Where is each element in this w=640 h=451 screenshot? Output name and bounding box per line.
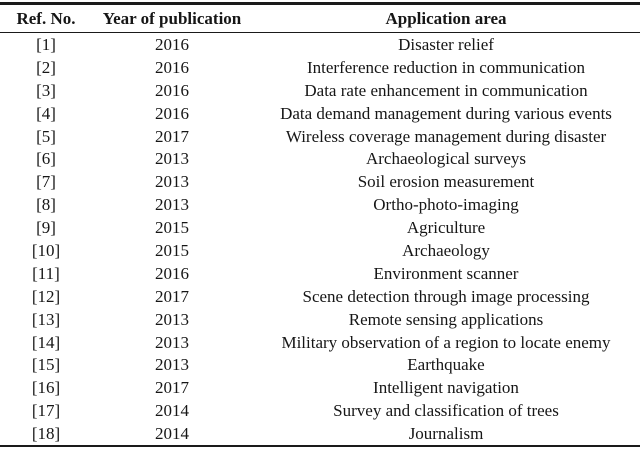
ref-no-cell: [18]: [31, 424, 61, 444]
col-header-year: Year of publication: [92, 3, 252, 33]
year-cell: 2013: [155, 149, 189, 169]
table-row: [6] 2013 Archaeological surveys: [0, 147, 640, 170]
table-row: [17] 2014 Survey and classification of t…: [0, 399, 640, 422]
ref-no-cell: [4]: [36, 103, 56, 123]
application-cell: Scene detection through image processing: [302, 286, 590, 306]
header-row: Ref. No. Year of publication Application…: [0, 3, 640, 33]
application-cell: Agriculture: [406, 218, 486, 238]
ref-no-cell: [6]: [36, 149, 56, 169]
year-cell: 2014: [155, 424, 189, 444]
application-cell: Data rate enhancement in communication: [304, 80, 588, 100]
year-cell: 2016: [155, 263, 189, 283]
ref-no-cell: [2]: [36, 57, 56, 77]
year-cell: 2013: [155, 355, 189, 375]
application-cell: Interference reduction in communication: [306, 57, 586, 77]
application-cell: Data demand management during various ev…: [280, 103, 612, 123]
year-cell: 2013: [155, 309, 189, 329]
table-body: [1] 2016 Disaster relief [2] 2016 Interf…: [0, 33, 640, 447]
ref-no-cell: [10]: [31, 240, 61, 260]
year-cell: 2013: [155, 172, 189, 192]
ref-no-cell: [17]: [31, 401, 61, 421]
table-row: [18] 2014 Journalism: [0, 422, 640, 446]
application-cell: Military observation of a region to loca…: [281, 332, 611, 352]
table-row: [10] 2015 Archaeology: [0, 239, 640, 262]
application-cell: Earthquake: [407, 355, 485, 375]
year-cell: 2017: [155, 286, 189, 306]
table-row: [2] 2016 Interference reduction in commu…: [0, 56, 640, 79]
table-row: [13] 2013 Remote sensing applications: [0, 308, 640, 331]
year-cell: 2016: [155, 80, 189, 100]
year-cell: 2016: [155, 103, 189, 123]
application-cell: Environment scanner: [373, 263, 519, 283]
ref-no-cell: [9]: [36, 218, 56, 238]
col-header-ref-no: Ref. No.: [0, 3, 92, 33]
application-cell: Intelligent navigation: [373, 378, 519, 398]
ref-no-cell: [11]: [32, 263, 60, 283]
ref-no-cell: [15]: [31, 355, 61, 375]
table-row: [4] 2016 Data demand management during v…: [0, 102, 640, 125]
application-cell: Archaeological surveys: [365, 149, 527, 169]
ref-no-cell: [5]: [36, 126, 56, 146]
application-cell: Wireless coverage management during disa…: [285, 126, 607, 146]
year-cell: 2017: [155, 378, 189, 398]
application-cell: Ortho-photo-imaging: [373, 195, 519, 215]
application-cell: Survey and classification of trees: [333, 401, 559, 421]
application-cell: Archaeology: [402, 240, 490, 260]
year-cell: 2016: [155, 34, 189, 54]
table-row: [3] 2016 Data rate enhancement in commun…: [0, 79, 640, 102]
ref-no-cell: [3]: [36, 80, 56, 100]
year-cell: 2015: [155, 218, 189, 238]
ref-no-cell: [12]: [31, 286, 61, 306]
table-row: [16] 2017 Intelligent navigation: [0, 376, 640, 399]
year-cell: 2015: [155, 240, 189, 260]
application-cell: Remote sensing applications: [348, 309, 544, 329]
table-row: [15] 2013 Earthquake: [0, 353, 640, 376]
table-row: [5] 2017 Wireless coverage management du…: [0, 125, 640, 148]
table-row: [1] 2016 Disaster relief: [0, 33, 640, 56]
year-cell: 2016: [155, 57, 189, 77]
ref-no-cell: [14]: [31, 332, 61, 352]
table-row: [14] 2013 Military observation of a regi…: [0, 331, 640, 354]
ref-no-cell: [1]: [36, 34, 56, 54]
ref-no-cell: [8]: [36, 195, 56, 215]
col-header-application-area: Application area: [252, 3, 640, 33]
table-row: [8] 2013 Ortho-photo-imaging: [0, 193, 640, 216]
ref-no-cell: [13]: [31, 309, 61, 329]
year-cell: 2014: [155, 401, 189, 421]
ref-no-cell: [7]: [36, 172, 56, 192]
application-cell: Soil erosion measurement: [357, 172, 535, 192]
ref-no-cell: [16]: [31, 378, 61, 398]
year-cell: 2017: [155, 126, 189, 146]
table-header: Ref. No. Year of publication Application…: [0, 3, 640, 33]
application-cell: Journalism: [408, 424, 484, 444]
table-row: [7] 2013 Soil erosion measurement: [0, 170, 640, 193]
table-row: [12] 2017 Scene detection through image …: [0, 285, 640, 308]
year-cell: 2013: [155, 195, 189, 215]
table-row: [9] 2015 Agriculture: [0, 216, 640, 239]
application-cell: Disaster relief: [398, 34, 494, 54]
year-cell: 2013: [155, 332, 189, 352]
table-row: [11] 2016 Environment scanner: [0, 262, 640, 285]
